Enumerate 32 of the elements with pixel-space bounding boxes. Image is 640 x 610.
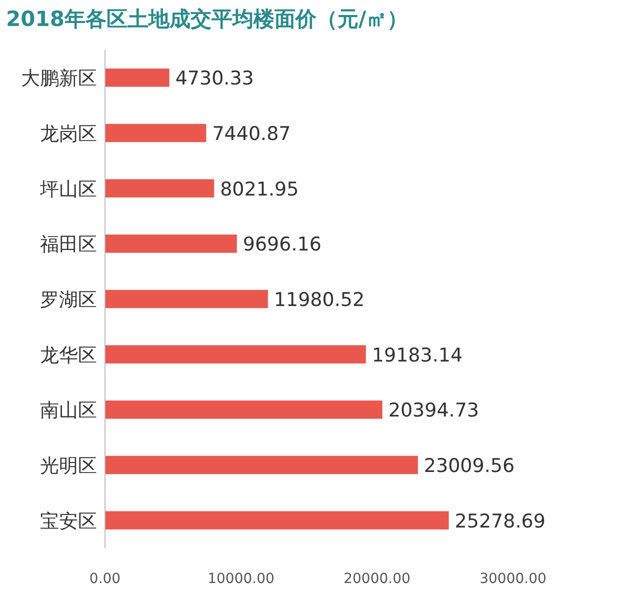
y-tick-label: 福田区	[40, 234, 97, 256]
data-label: 7440.87	[212, 123, 291, 145]
x-tick-label: 20000.00	[344, 571, 410, 587]
y-tick-label: 宝安区	[40, 510, 97, 532]
bar	[105, 511, 449, 530]
y-tick-label: 大鹏新区	[21, 68, 97, 90]
data-label: 8021.95	[220, 178, 299, 200]
data-label: 23009.56	[424, 455, 515, 477]
data-label: 20394.73	[388, 400, 480, 422]
y-tick-label: 南山区	[40, 400, 97, 422]
data-label: 9696.16	[242, 234, 322, 256]
y-tick-label: 罗湖区	[40, 289, 97, 311]
y-tick-label: 龙华区	[40, 344, 97, 366]
x-tick-label: 0.00	[89, 571, 121, 587]
bar	[105, 234, 237, 253]
chart-title: 2018年各区土地成交平均楼面价（元/㎡）	[6, 7, 408, 31]
bar	[105, 179, 214, 198]
data-label: 4730.33	[175, 68, 254, 90]
y-tick-label: 坪山区	[39, 178, 97, 200]
bar	[105, 400, 382, 419]
data-label: 25278.69	[454, 510, 546, 532]
data-label: 11980.52	[274, 289, 365, 311]
y-tick-label: 光明区	[40, 455, 97, 477]
data-label: 19183.14	[372, 344, 463, 366]
x-tick-label: 30000.00	[480, 571, 546, 587]
y-tick-label: 龙岗区	[40, 123, 97, 145]
bar	[105, 456, 418, 474]
x-tick-label: 10000.00	[208, 571, 274, 587]
bar	[105, 290, 268, 308]
bar	[105, 345, 366, 364]
bar	[105, 124, 206, 142]
bar	[105, 68, 170, 87]
